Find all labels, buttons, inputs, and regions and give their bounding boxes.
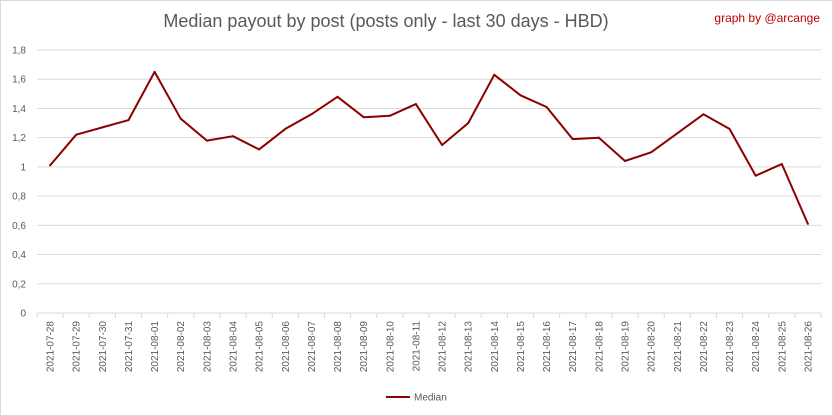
x-tick-label: 2021-08-05 bbox=[255, 321, 266, 373]
x-tick-label: 2021-08-17 bbox=[568, 321, 579, 373]
x-tick-label: 2021-08-09 bbox=[359, 321, 370, 373]
x-tick-label: 2021-08-15 bbox=[516, 321, 527, 373]
data-point bbox=[597, 136, 600, 139]
x-tick-label: 2021-08-25 bbox=[777, 321, 788, 373]
x-tick-label: 2021-08-24 bbox=[751, 321, 762, 373]
data-point bbox=[624, 160, 626, 163]
data-point bbox=[650, 151, 653, 154]
x-tick-label: 2021-08-18 bbox=[594, 321, 605, 373]
x-tick-label: 2021-08-10 bbox=[385, 321, 396, 373]
x-tick-label: 2021-08-13 bbox=[464, 321, 475, 373]
data-point bbox=[310, 113, 313, 116]
data-point bbox=[153, 70, 156, 73]
y-tick-label: 0 bbox=[20, 309, 26, 320]
y-tick-label: 1,6 bbox=[12, 75, 26, 86]
legend-label: Median bbox=[414, 393, 447, 404]
data-point bbox=[545, 105, 548, 108]
x-tick-label: 2021-08-22 bbox=[699, 321, 710, 373]
y-tick-label: 1,2 bbox=[12, 133, 26, 144]
data-point bbox=[101, 126, 104, 129]
data-point bbox=[284, 127, 287, 130]
data-point bbox=[336, 95, 339, 98]
x-tick-label: 2021-08-06 bbox=[281, 321, 292, 373]
data-point bbox=[806, 222, 809, 225]
data-point bbox=[702, 113, 705, 116]
data-point bbox=[441, 143, 444, 146]
x-tick-label: 2021-08-01 bbox=[150, 321, 161, 373]
x-tick-label: 2021-08-08 bbox=[333, 321, 344, 373]
y-tick-label: 0,2 bbox=[12, 279, 26, 290]
data-point bbox=[414, 103, 417, 106]
x-tick-label: 2021-08-16 bbox=[542, 321, 553, 373]
data-point bbox=[467, 122, 470, 125]
y-tick-label: 0,4 bbox=[12, 250, 26, 261]
data-point bbox=[388, 114, 391, 117]
y-tick-label: 0,6 bbox=[12, 221, 26, 232]
x-tick-label: 2021-08-20 bbox=[647, 321, 658, 373]
data-point bbox=[232, 135, 234, 138]
x-tick-label: 2021-08-11 bbox=[411, 321, 422, 372]
data-point bbox=[571, 138, 574, 141]
x-tick-label: 2021-07-29 bbox=[72, 321, 83, 373]
data-point bbox=[754, 174, 757, 177]
data-point bbox=[493, 73, 496, 76]
x-tick-label: 2021-07-28 bbox=[46, 321, 57, 373]
x-tick-label: 2021-07-31 bbox=[124, 321, 135, 373]
x-tick-label: 2021-07-30 bbox=[98, 321, 109, 373]
x-tick-label: 2021-08-26 bbox=[803, 321, 814, 373]
data-point bbox=[676, 132, 679, 135]
data-point bbox=[49, 164, 52, 167]
data-point bbox=[75, 133, 78, 136]
x-tick-label: 2021-08-02 bbox=[176, 321, 187, 373]
y-tick-label: 1,4 bbox=[12, 104, 26, 115]
data-point bbox=[127, 119, 130, 122]
data-point bbox=[780, 162, 783, 165]
data-point bbox=[362, 116, 365, 119]
y-tick-label: 0,8 bbox=[12, 192, 26, 203]
data-point bbox=[728, 127, 731, 130]
x-tick-label: 2021-08-21 bbox=[673, 321, 684, 373]
y-tick-label: 1 bbox=[20, 162, 26, 173]
chart-credit: graph by @arcange bbox=[714, 11, 820, 25]
series-line-median bbox=[49, 70, 809, 225]
x-tick-label: 2021-08-12 bbox=[438, 321, 449, 373]
data-point bbox=[179, 117, 182, 120]
chart-title: Median payout by post (posts only - last… bbox=[163, 11, 609, 31]
x-tick-label: 2021-08-03 bbox=[202, 321, 213, 373]
data-point bbox=[519, 94, 522, 97]
x-tick-label: 2021-08-07 bbox=[307, 321, 318, 373]
data-point bbox=[205, 139, 208, 142]
data-point bbox=[258, 148, 261, 151]
x-tick-label: 2021-08-23 bbox=[725, 321, 736, 373]
x-tick-label: 2021-08-04 bbox=[229, 321, 240, 373]
x-tick-label: 2021-08-19 bbox=[621, 321, 632, 373]
y-tick-label: 1,8 bbox=[12, 46, 26, 57]
x-tick-label: 2021-08-14 bbox=[490, 321, 501, 373]
